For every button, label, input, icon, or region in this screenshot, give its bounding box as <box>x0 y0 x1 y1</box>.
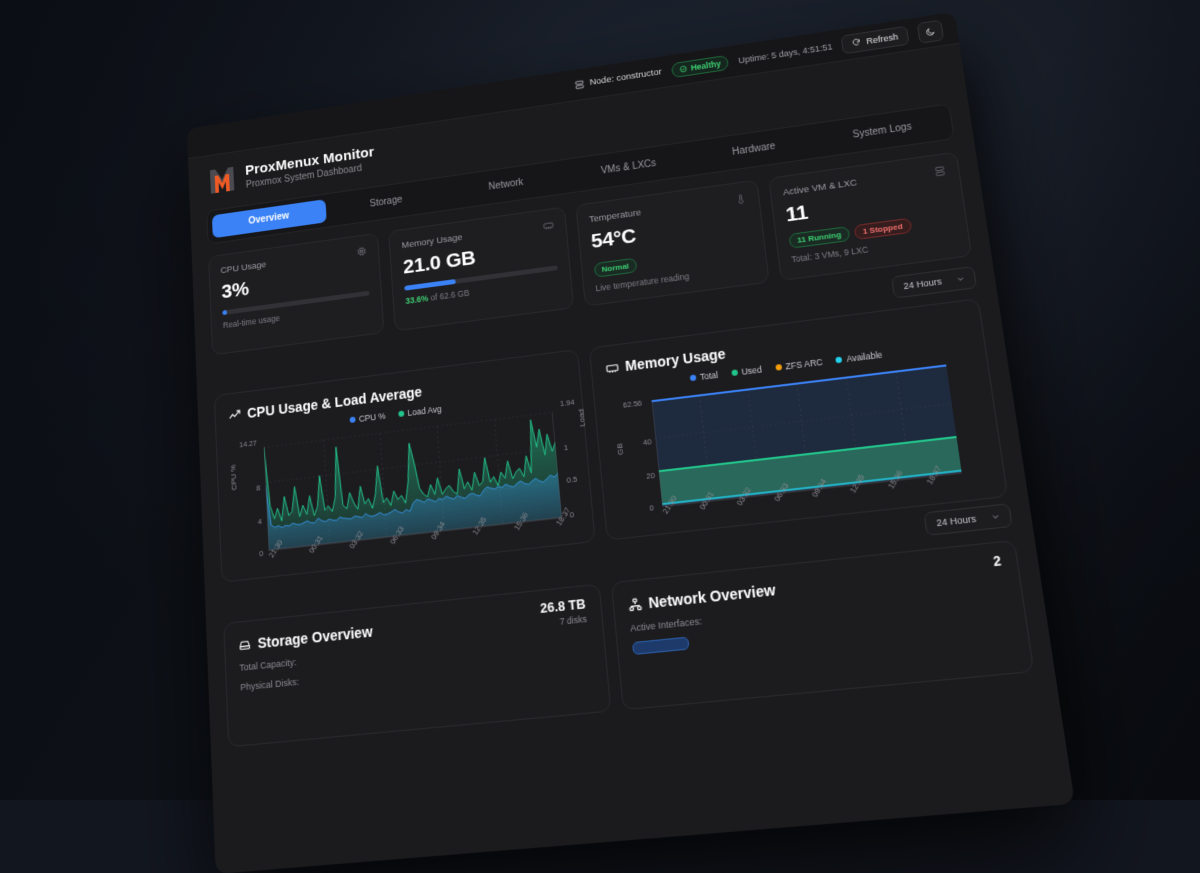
server-stack-icon <box>934 165 947 177</box>
network-count-block: 2 <box>992 553 1002 569</box>
node-label: Node: constructor <box>589 67 662 88</box>
temperature-label: Temperature <box>589 207 642 225</box>
mem-ytick-max: 62.56 <box>623 398 643 409</box>
hard-drive-icon <box>238 637 251 652</box>
legend-item-total: Total <box>689 370 718 384</box>
moon-icon <box>925 26 937 37</box>
storage-overview-panel: 26.8 TB 7 disks Storage Overview Total C… <box>223 584 611 748</box>
cpu-y2tick-1: 1 <box>563 443 568 453</box>
status-badge: Healthy <box>671 54 730 77</box>
check-circle-icon <box>679 64 688 73</box>
chevron-down-icon <box>956 274 966 283</box>
node-indicator: Node: constructor <box>574 67 662 90</box>
perspective-stage: Node: constructor Healthy Uptime: 5 days… <box>0 0 1200 800</box>
refresh-button[interactable]: Refresh <box>841 25 909 54</box>
time-range-value-top: 24 Hours <box>903 276 943 291</box>
thermometer-icon <box>734 193 746 205</box>
memory-usage-percent: 33.6% <box>405 293 429 306</box>
status-badge-label: Healthy <box>690 58 721 72</box>
refresh-label: Refresh <box>866 31 899 45</box>
legend-label-cpu: CPU % <box>359 411 386 424</box>
cpu-chip-icon <box>356 246 367 258</box>
temperature-badge: Normal <box>593 258 637 278</box>
legend-label-available: Available <box>846 349 883 364</box>
cpu-ytick-4: 4 <box>258 517 262 526</box>
server-icon <box>574 79 584 90</box>
cpu-y2tick-max: 1.94 <box>560 398 575 409</box>
network-icon <box>627 597 642 612</box>
proxmenux-logo-icon <box>208 164 236 197</box>
cpu-chart-ylabel: CPU % <box>229 464 239 491</box>
mem-ytick-0: 0 <box>649 503 654 513</box>
cpu-load-chart-panel: CPU Usage & Load Average CPU % Load Avg … <box>214 349 595 583</box>
memory-usage-footer: 33.6% of 62.6 GB <box>405 276 559 306</box>
chevron-down-icon <box>991 512 1001 522</box>
memory-usage-label: Memory Usage <box>401 232 463 251</box>
mem-ytick-40: 40 <box>643 437 652 447</box>
active-vm-lxc-card: Active VM & LXC 11 11 Running 1 Stopped … <box>768 152 972 281</box>
storage-panel-title: Storage Overview <box>257 623 373 651</box>
vm-running-badge: 11 Running <box>788 226 850 249</box>
storage-total-block: 26.8 TB 7 disks <box>540 597 588 629</box>
network-interface-chip[interactable] <box>632 637 689 655</box>
memory-stick-icon <box>542 220 554 232</box>
cpu-ytick-max: 14.27 <box>239 438 257 449</box>
temperature-card: Temperature 54°C Normal Live temperature… <box>575 180 769 307</box>
network-interface-count: 2 <box>992 553 1002 569</box>
vm-stopped-badge: 1 Stopped <box>854 218 912 240</box>
network-panel-title: Network Overview <box>648 581 777 611</box>
dashboard-window: Node: constructor Healthy Uptime: 5 days… <box>187 12 1075 873</box>
cpu-usage-footer: Real-time usage <box>223 301 371 330</box>
cpu-usage-label: CPU Usage <box>220 260 266 277</box>
mem-ytick-20: 20 <box>646 471 655 481</box>
storage-disk-count: 7 disks <box>541 614 587 629</box>
memory-stick-icon <box>605 361 619 376</box>
legend-item-load: Load Avg <box>398 404 442 419</box>
theme-toggle-button[interactable] <box>917 19 944 43</box>
legend-item-cpu: CPU % <box>349 411 386 425</box>
legend-label-load: Load Avg <box>407 404 442 418</box>
memory-usage-total: of 62.6 GB <box>430 288 469 303</box>
uptime-label: Uptime: 5 days, 4:51:51 <box>738 41 833 64</box>
cpu-y2tick-05: 0.5 <box>566 474 577 484</box>
memory-chart-ylabel: GB <box>615 443 625 456</box>
cpu-chart-y2label: Load <box>576 408 587 427</box>
legend-item-zfs-arc: ZFS ARC <box>775 357 824 373</box>
storage-total-capacity-value: 26.8 TB <box>540 597 586 616</box>
cpu-usage-card: CPU Usage 3% Real-time usage <box>208 233 385 356</box>
legend-item-used: Used <box>731 364 763 378</box>
cpu-ytick-0: 0 <box>259 549 263 558</box>
legend-item-available: Available <box>835 349 883 365</box>
memory-usage-card: Memory Usage 21.0 GB 33.6% of 62.6 GB <box>388 207 573 332</box>
cpu-ytick-8: 8 <box>256 483 260 492</box>
legend-label-used: Used <box>741 364 762 377</box>
time-range-value-mid: 24 Hours <box>936 513 977 528</box>
trending-up-icon <box>228 408 241 422</box>
legend-label-total: Total <box>699 370 718 382</box>
legend-label-zfs-arc: ZFS ARC <box>785 357 823 372</box>
refresh-icon <box>852 37 862 47</box>
network-overview-panel: 2 Network Overview Active Interfaces: <box>610 540 1034 711</box>
